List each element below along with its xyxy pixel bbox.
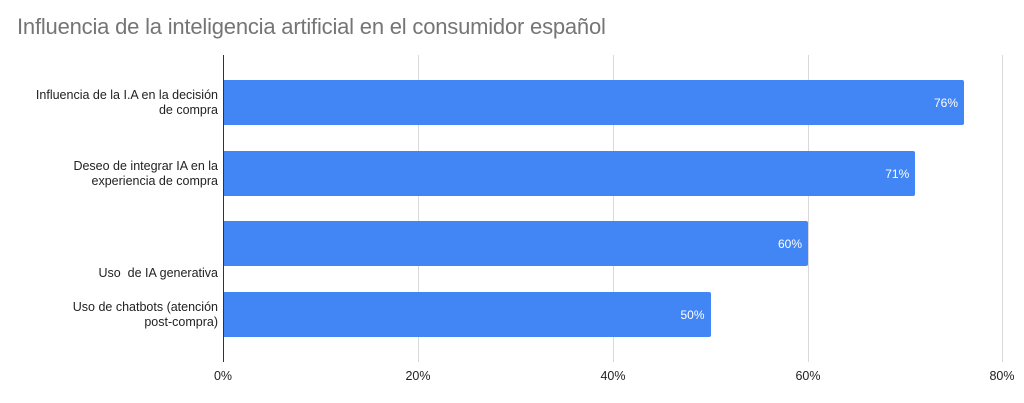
data-label: 60% <box>777 236 802 251</box>
category-label: Deseo de integrar IA en la experiencia d… <box>18 159 218 189</box>
x-tick-label: 40% <box>600 369 626 383</box>
category-label-line: Influencia de la I.A en la decisión <box>35 88 218 102</box>
chart-title: Influencia de la inteligencia artificial… <box>17 14 606 39</box>
bar[interactable]: 50% <box>223 292 711 337</box>
plot-area: 76% 71% 60% 50% <box>223 55 1003 362</box>
category-label-line: Deseo de integrar IA en la <box>73 159 218 173</box>
x-tick-label: 60% <box>795 369 821 383</box>
data-label: 50% <box>680 307 705 322</box>
gridline-40 <box>613 55 614 362</box>
bar[interactable]: 71% <box>223 151 916 196</box>
x-tick-label: 20% <box>405 369 431 383</box>
category-label: Influencia de la I.A en la decisión de c… <box>18 88 218 118</box>
data-label: 76% <box>933 95 958 110</box>
category-label: Uso de chatbots (atención post-compra) <box>18 300 218 330</box>
gridline-60 <box>808 55 809 362</box>
x-tick-label: 80% <box>989 369 1015 383</box>
category-label-line: Uso de IA generativa <box>98 266 218 280</box>
gridline-20 <box>418 55 419 362</box>
gridline-80 <box>1002 55 1003 362</box>
bar[interactable]: 76% <box>223 80 964 125</box>
category-label: Uso de IA generativa <box>18 236 218 296</box>
data-label: 71% <box>885 166 910 181</box>
category-label-line: Uso de chatbots (atención <box>72 300 218 314</box>
x-tick-label: 0% <box>213 369 233 383</box>
bar[interactable]: 60% <box>223 221 808 266</box>
y-axis-line <box>223 55 224 362</box>
category-label-line: post-compra) <box>144 315 218 329</box>
category-label-line: experiencia de compra <box>91 174 218 188</box>
category-label-line: de compra <box>158 103 218 117</box>
